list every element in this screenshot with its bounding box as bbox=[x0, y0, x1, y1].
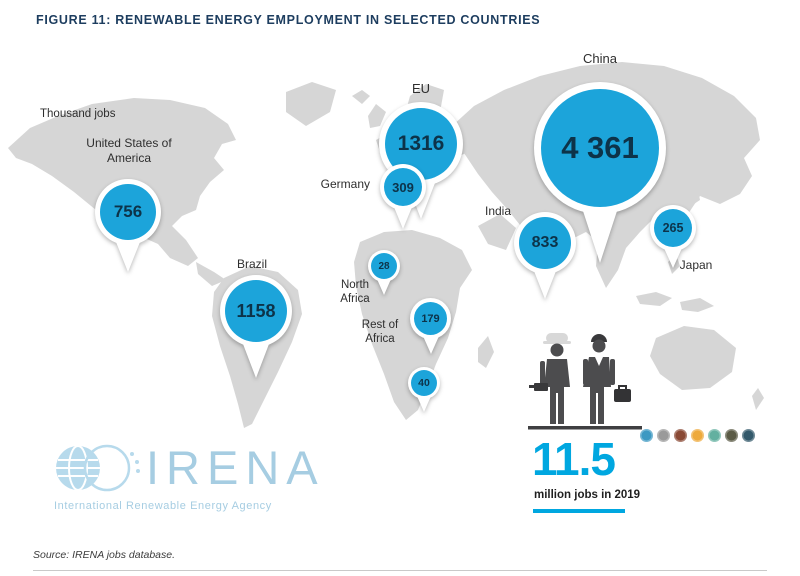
pin-head: 28 bbox=[368, 250, 400, 282]
workers-illustration bbox=[528, 333, 642, 430]
pin-tail bbox=[116, 242, 140, 272]
pin-rest-of-africa: 179 bbox=[410, 298, 451, 354]
island-indonesia-west bbox=[636, 292, 672, 306]
pin-value-rest-of-africa: 179 bbox=[421, 312, 440, 325]
pin-germany: 309 bbox=[380, 164, 426, 229]
label-eu: EU bbox=[411, 81, 431, 96]
energy-sector-icons bbox=[640, 429, 755, 442]
label-india: India bbox=[484, 204, 512, 218]
label-germany: Germany bbox=[320, 177, 370, 191]
pin-north-africa: 28 bbox=[368, 250, 400, 295]
pin-africa-south: 40 bbox=[408, 367, 440, 412]
ground-line bbox=[528, 426, 642, 430]
pin-value-brazil: 1158 bbox=[236, 300, 276, 321]
pin-head: 1158 bbox=[220, 275, 292, 347]
island-britain bbox=[368, 104, 386, 128]
total-jobs-caption: million jobs in 2019 bbox=[534, 489, 641, 501]
island-greenland bbox=[286, 82, 336, 126]
pin-value-germany: 309 bbox=[392, 179, 414, 195]
energy-icon-2 bbox=[657, 429, 670, 442]
pin-tail bbox=[377, 279, 391, 295]
pin-tail bbox=[664, 248, 682, 268]
pin-brazil: 1158 bbox=[220, 275, 292, 378]
label-north-africa: North Africa bbox=[340, 279, 370, 306]
island-new-zealand bbox=[752, 388, 764, 410]
pin-value-japan: 265 bbox=[662, 221, 684, 235]
energy-icon-6 bbox=[725, 429, 738, 442]
worker-with-hard-hat bbox=[529, 333, 571, 424]
pin-head: 40 bbox=[408, 367, 440, 399]
irena-tagline: International Renewable Energy Agency bbox=[54, 500, 272, 512]
pin-head: 265 bbox=[650, 205, 696, 251]
pin-united-states: 756 bbox=[95, 179, 161, 272]
pin-head: 179 bbox=[410, 298, 451, 339]
source-note: Source: IRENA jobs database. bbox=[33, 549, 176, 561]
highlight-underline bbox=[533, 509, 625, 513]
pin-tail bbox=[534, 271, 556, 299]
pin-value-north-africa: 28 bbox=[378, 260, 390, 272]
pin-head: 756 bbox=[95, 179, 161, 245]
bottom-divider bbox=[33, 570, 767, 571]
pin-tail bbox=[422, 336, 439, 354]
pin-japan: 265 bbox=[650, 205, 696, 268]
continent-australia bbox=[650, 326, 736, 390]
pin-tail bbox=[243, 344, 269, 378]
island-japan-south bbox=[692, 190, 700, 204]
pin-head: 833 bbox=[514, 212, 576, 274]
energy-icon-wind bbox=[708, 429, 721, 442]
figure-title: FIGURE 11: RENEWABLE ENERGY EMPLOYMENT I… bbox=[36, 13, 541, 27]
worker-with-briefcase bbox=[583, 334, 631, 424]
pin-value-india: 833 bbox=[531, 234, 559, 251]
energy-icon-bioenergy bbox=[674, 429, 687, 442]
pin-tail bbox=[417, 396, 431, 412]
unit-label: Thousand jobs bbox=[40, 108, 116, 120]
energy-icon-7 bbox=[742, 429, 755, 442]
region-middle-east bbox=[478, 214, 516, 250]
pin-value-africa-south: 40 bbox=[418, 377, 430, 389]
label-china: China bbox=[583, 51, 617, 66]
pin-tail bbox=[394, 207, 412, 229]
pin-head: 309 bbox=[380, 164, 426, 210]
total-jobs-value: 11.5 bbox=[532, 433, 616, 485]
pin-value-china: 4 361 bbox=[561, 130, 639, 165]
pin-india: 833 bbox=[514, 212, 576, 299]
energy-icon-hydro bbox=[640, 429, 653, 442]
irena-logo-icon bbox=[56, 444, 140, 492]
label-united-states: United States of America bbox=[86, 136, 172, 165]
continent-central-america bbox=[196, 262, 226, 286]
label-rest-of-africa: Rest of Africa bbox=[361, 319, 399, 346]
island-madagascar bbox=[478, 336, 494, 368]
island-iceland bbox=[352, 90, 370, 104]
island-japan bbox=[696, 160, 712, 192]
island-indonesia-east bbox=[680, 298, 714, 312]
label-japan: Japan bbox=[679, 258, 713, 272]
pin-value-eu: 1316 bbox=[397, 132, 445, 155]
energy-icon-solar bbox=[691, 429, 704, 442]
pin-head: 4 361 bbox=[534, 82, 666, 214]
label-brazil: Brazil bbox=[236, 257, 267, 271]
irena-wordmark: IRENA bbox=[146, 441, 325, 494]
pin-china: 4 361 bbox=[534, 82, 666, 263]
pin-value-united-states: 756 bbox=[113, 202, 143, 221]
pin-tail bbox=[583, 211, 617, 263]
